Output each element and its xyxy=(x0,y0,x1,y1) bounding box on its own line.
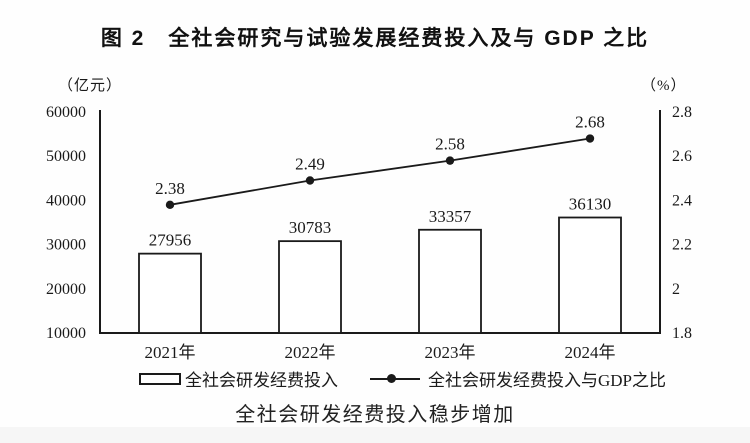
bar-3 xyxy=(558,216,622,334)
line-point-value-label: 2.49 xyxy=(295,155,325,174)
x-axis-category-label: 2024年 xyxy=(565,343,616,362)
left-axis-tick-label: 50000 xyxy=(46,148,86,165)
x-axis-category-label: 2023年 xyxy=(425,343,476,362)
right-axis-tick-label: 2.2 xyxy=(672,237,692,254)
left-axis-tick-label: 10000 xyxy=(46,325,86,342)
bar-2 xyxy=(418,228,482,334)
bar-value-label: 36130 xyxy=(569,195,612,214)
legend-item-bar-series: 全社会研发经费投入 xyxy=(139,366,338,391)
right-axis-tick-label: 1.8 xyxy=(672,325,692,342)
chart-caption: 全社会研发经费投入稳步增加 xyxy=(235,404,515,426)
line-point-value-label: 2.38 xyxy=(155,179,185,198)
right-axis-unit-label: （%） xyxy=(641,78,687,94)
line-point-value-label: 2.58 xyxy=(435,135,465,154)
page-margin-strip xyxy=(0,427,750,443)
line-point-0 xyxy=(165,200,175,210)
left-axis-tick-label: 40000 xyxy=(46,192,86,209)
bar-value-label: 30783 xyxy=(289,218,332,237)
line-dot-icon xyxy=(387,374,396,383)
x-axis-category-label: 2021年 xyxy=(145,343,196,362)
left-axis-unit-label: （亿元） xyxy=(58,78,123,94)
line-point-3 xyxy=(585,134,595,143)
chart-legend: 全社会研发经费投入 全社会研发经费投入与GDP之比 xyxy=(0,366,750,390)
line-marker-swatch-icon xyxy=(370,374,420,383)
legend-bar-label: 全社会研发经费投入 xyxy=(185,371,338,390)
bar-0 xyxy=(138,252,202,334)
right-axis-tick-label: 2 xyxy=(672,281,680,298)
right-axis-tick-label: 2.4 xyxy=(672,192,692,209)
line-point-value-label: 2.68 xyxy=(575,113,605,132)
bar-value-label: 27956 xyxy=(149,231,192,250)
left-axis-tick-label: 30000 xyxy=(46,237,86,254)
line-point-1 xyxy=(305,176,315,185)
right-axis-tick-label: 2.6 xyxy=(672,148,692,165)
legend-line-label: 全社会研发经费投入与GDP之比 xyxy=(428,371,667,390)
legend-item-line-series: 全社会研发经费投入与GDP之比 xyxy=(370,366,666,391)
bar-swatch-icon xyxy=(139,372,181,385)
bar-1 xyxy=(278,240,342,334)
right-axis-tick-label: 2.8 xyxy=(672,104,692,121)
line-point-2 xyxy=(445,156,455,165)
bar-value-label: 33357 xyxy=(429,207,472,226)
left-axis-tick-label: 60000 xyxy=(46,104,86,121)
chart-title: 图 2 全社会研究与试验发展经费投入及与 GDP 之比 xyxy=(100,27,650,50)
trend-line xyxy=(169,137,591,206)
x-axis-category-label: 2022年 xyxy=(285,343,336,362)
left-axis-tick-label: 20000 xyxy=(46,281,86,298)
